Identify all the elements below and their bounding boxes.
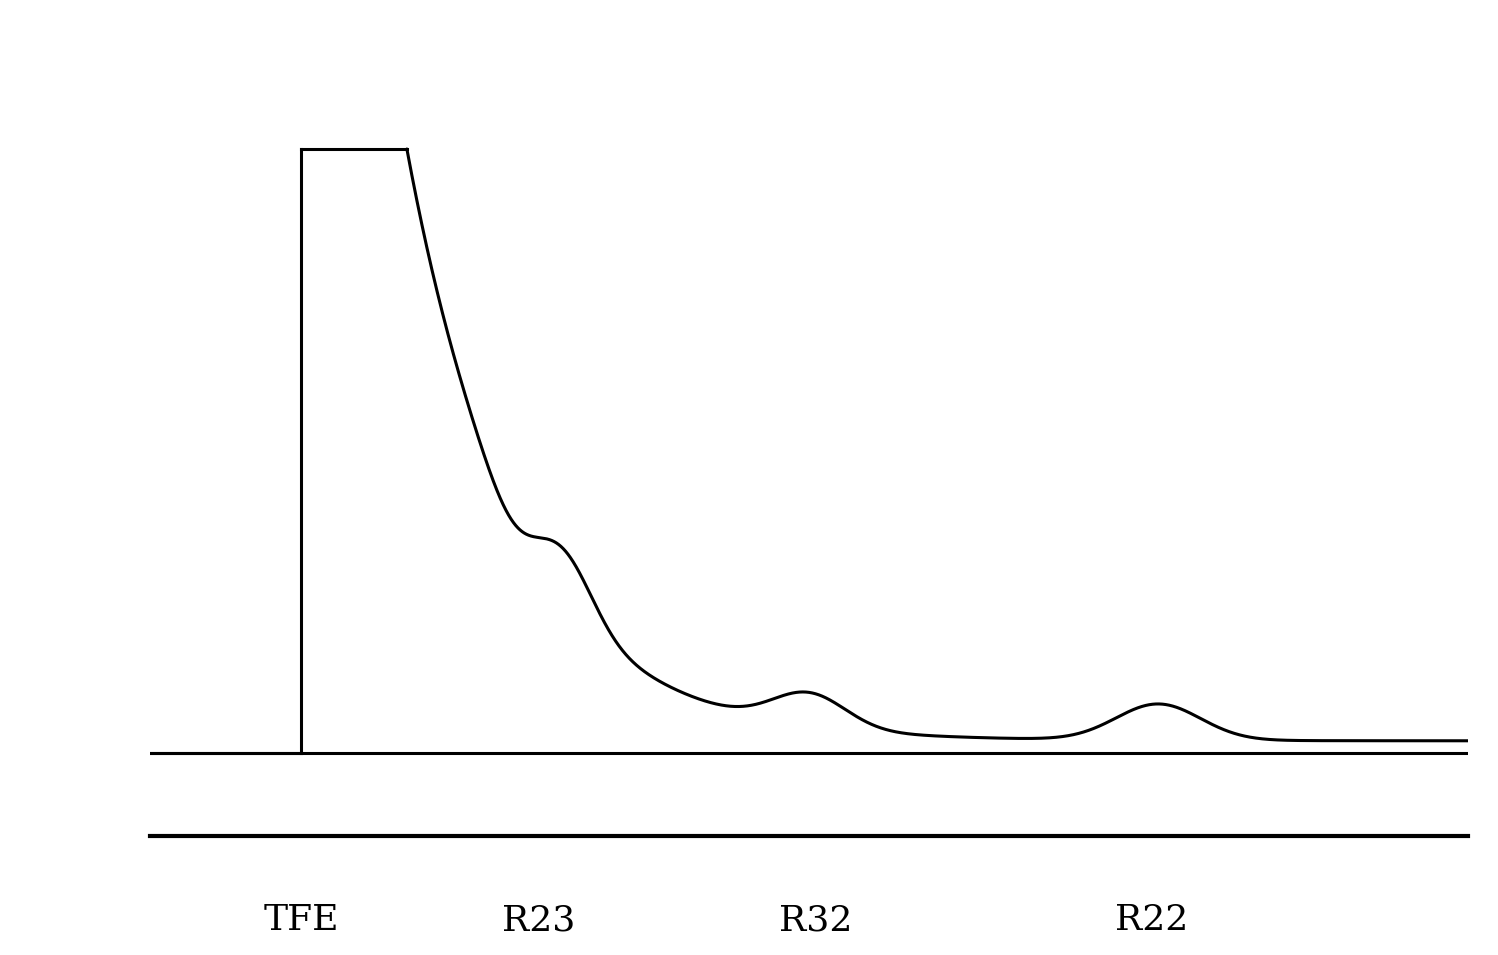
- Text: R22: R22: [1115, 903, 1188, 937]
- Text: R23: R23: [502, 903, 575, 937]
- Text: TFE: TFE: [264, 903, 339, 937]
- Text: R32: R32: [779, 903, 852, 937]
